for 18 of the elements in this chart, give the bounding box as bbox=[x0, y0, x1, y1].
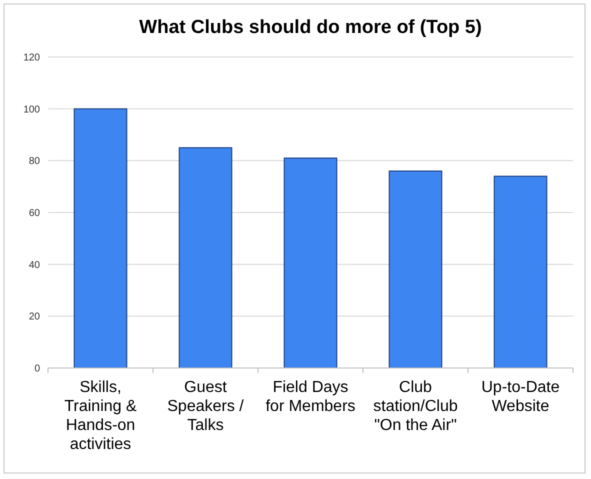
bar bbox=[388, 170, 442, 368]
x-tick-label: Up-to-Date Website bbox=[481, 379, 560, 415]
x-tick-label: Skills, Training & Hands-on activities bbox=[64, 379, 137, 453]
bar bbox=[74, 108, 128, 368]
y-tick-label: 20 bbox=[28, 312, 40, 323]
y-tick-label: 120 bbox=[23, 52, 40, 64]
x-tick-label: Field Days for Members bbox=[266, 379, 356, 415]
y-tick-label: 80 bbox=[28, 156, 40, 168]
x-tick-label: Club station/Club "On the Air" bbox=[373, 379, 458, 434]
bar bbox=[284, 158, 338, 368]
chart-title: What Clubs should do more of (Top 5) bbox=[139, 17, 482, 38]
x-tick-label: Guest Speakers / Talks bbox=[167, 379, 244, 434]
y-tick-label: 40 bbox=[28, 260, 40, 271]
y-tick-label: 60 bbox=[28, 208, 40, 219]
y-tick-label: 0 bbox=[34, 364, 40, 374]
bar bbox=[178, 147, 232, 368]
bar bbox=[494, 176, 548, 368]
y-tick-label: 100 bbox=[23, 104, 40, 116]
